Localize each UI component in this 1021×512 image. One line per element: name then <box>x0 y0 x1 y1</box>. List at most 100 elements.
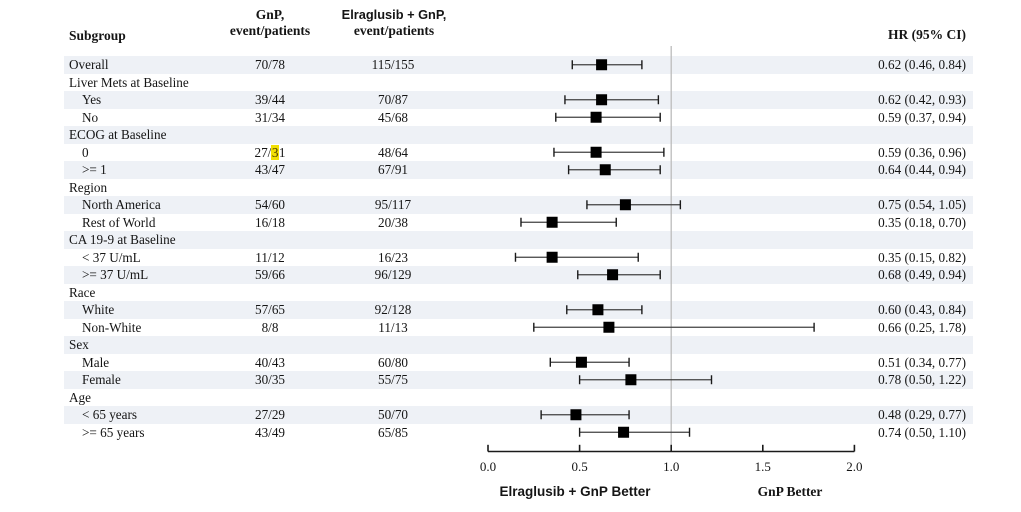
subgroup-label: < 65 years <box>82 407 138 422</box>
column-header-subgroup: Subgroup <box>69 28 126 43</box>
hr-ci-value: 0.62 (0.42, 0.93) <box>878 92 966 107</box>
x-axis-label-right-better: GnP Better <box>757 484 823 499</box>
gnp-event-patients-value: 43/49 <box>254 424 286 440</box>
subgroup-label: Yes <box>82 92 102 107</box>
subgroup-label: >= 65 years <box>82 424 145 440</box>
hr-ci-value: 0.59 (0.36, 0.96) <box>878 144 966 160</box>
gnp-event-patients-value: 59/66 <box>254 267 286 282</box>
table-row: Yes 39/44 70/87 0.62 (0.42, 0.93) <box>64 91 973 109</box>
subgroup-label: >= 37 U/mL <box>82 267 149 282</box>
elraglusib-gnp-event-patients-value: 55/75 <box>377 372 409 387</box>
hr-ci-value: 0.62 (0.46, 0.84) <box>878 57 966 72</box>
elraglusib-gnp-event-patients-value: 20/38 <box>377 214 409 230</box>
subgroup-label: Liver Mets at Baseline <box>69 74 189 90</box>
hr-ci-value: 0.51 (0.34, 0.77) <box>878 354 966 370</box>
gnp-event-patients-value: 54/60 <box>254 197 286 212</box>
subgroup-label: Age <box>69 389 91 405</box>
subgroup-label: Male <box>82 354 110 370</box>
hr-ci-value: 0.64 (0.44, 0.94) <box>878 162 966 177</box>
gnp-event-patients-value: 31/34 <box>254 109 286 125</box>
hr-ci-value: 0.35 (0.15, 0.82) <box>878 249 966 265</box>
table-row: Race <box>64 284 973 302</box>
elraglusib-gnp-event-patients-value: 70/87 <box>377 92 409 107</box>
subgroup-label: Rest of World <box>82 214 156 230</box>
elraglusib-gnp-event-patients-value: 67/91 <box>377 162 409 177</box>
gnp-event-patients-value: 11/12 <box>255 249 285 265</box>
hr-ci-value: 0.60 (0.43, 0.84) <box>878 302 966 317</box>
table-row: North America 54/60 95/117 0.75 (0.54, 1.05… <box>64 196 973 214</box>
table-row: Female 30/35 55/75 0.78 (0.50, 1.22) <box>64 371 973 389</box>
gnp-event-patients-value: 57/65 <box>254 302 286 317</box>
elraglusib-gnp-event-patients-value: 45/68 <box>377 109 409 125</box>
column-header-elraglusib-gnp-line1: Elraglusib + GnP, <box>341 7 447 22</box>
table-row: CA 19-9 at Baseline <box>64 231 973 249</box>
table-row: Sex <box>64 336 973 354</box>
elraglusib-gnp-event-patients-value: 95/117 <box>374 197 412 212</box>
subgroup-label: ECOG at Baseline <box>69 127 167 142</box>
subgroup-label: North America <box>82 197 161 212</box>
gnp-event-patients-value: 8/8 <box>261 319 279 335</box>
table-row: Male 40/43 60/80 0.51 (0.34, 0.77) <box>64 354 973 372</box>
table-row: < 37 U/mL 11/12 16/23 0.35 (0.15, 0.82) <box>64 249 973 267</box>
table-row: Liver Mets at Baseline <box>64 74 973 92</box>
x-axis-tick-label: 1.0 <box>663 459 680 474</box>
gnp-event-patients-value: 39/44 <box>254 92 286 107</box>
elraglusib-gnp-event-patients-value: 48/64 <box>377 144 409 160</box>
gnp-event-patients-value: 27/31 <box>254 144 286 160</box>
hr-ci-value: 0.48 (0.29, 0.77) <box>878 407 966 422</box>
hr-ci-value: 0.74 (0.50, 1.10) <box>878 424 966 440</box>
hr-ci-value: 0.59 (0.37, 0.94) <box>878 109 966 125</box>
elraglusib-gnp-event-patients-value: 50/70 <box>377 407 409 422</box>
table-row: Overall 70/78 115/155 0.62 (0.46, 0.84) <box>64 56 973 74</box>
table-row: Non-White 8/8 11/13 0.66 (0.25, 1.78) <box>64 319 973 337</box>
gnp-event-patients-value: 27/29 <box>254 407 286 422</box>
subgroup-label: No <box>82 109 99 125</box>
column-header-gnp: GnP, event/patients <box>200 7 340 39</box>
elraglusib-gnp-event-patients-value: 92/128 <box>374 302 412 317</box>
x-axis-label-left-better: Elraglusib + GnP Better <box>499 484 651 499</box>
x-axis-tick-label: 2.0 <box>846 459 863 474</box>
column-header-elraglusib-gnp-line2: event/patients <box>353 23 435 38</box>
elraglusib-gnp-event-patients-value: 16/23 <box>377 249 409 265</box>
subgroup-label: Race <box>69 284 96 300</box>
table-row: Region <box>64 179 973 197</box>
gnp-event-patients-value: 40/43 <box>254 354 286 370</box>
hr-ci-value: 0.66 (0.25, 1.78) <box>878 319 966 335</box>
gnp-event-patients-value: 16/18 <box>254 214 286 230</box>
table-row: No 31/34 45/68 0.59 (0.37, 0.94) <box>64 109 973 127</box>
hr-ci-value: 0.35 (0.18, 0.70) <box>878 214 966 230</box>
table-row: Rest of World 16/18 20/38 0.35 (0.18, 0.70) <box>64 214 973 232</box>
hr-ci-value: 0.78 (0.50, 1.22) <box>878 372 966 387</box>
hr-ci-value: 0.68 (0.49, 0.94) <box>878 267 966 282</box>
subgroup-label: Sex <box>69 337 89 352</box>
table-row: >= 65 years 43/49 65/85 0.74 (0.50, 1.10) <box>64 424 973 442</box>
elraglusib-gnp-event-patients-value: 115/155 <box>371 57 415 72</box>
subgroup-label: Non-White <box>82 319 142 335</box>
column-header-elraglusib-gnp: Elraglusib + GnP, event/patients <box>318 7 470 39</box>
elraglusib-gnp-event-patients-value: 96/129 <box>374 267 412 282</box>
elraglusib-gnp-event-patients-value: 11/13 <box>378 319 408 335</box>
subgroup-label: Female <box>82 372 121 387</box>
table-row: < 65 years 27/29 50/70 0.48 (0.29, 0.77) <box>64 406 973 424</box>
column-header-hr-ci: HR (95% CI) <box>888 27 966 42</box>
gnp-event-patients-value: 70/78 <box>254 57 286 72</box>
x-axis-tick-label: 0.0 <box>479 459 497 474</box>
hr-ci-value: 0.75 (0.54, 1.05) <box>878 197 966 212</box>
gnp-event-patients-value: 30/35 <box>254 372 286 387</box>
table-row: Age <box>64 389 973 407</box>
table-row: White 57/65 92/128 0.60 (0.43, 0.84) <box>64 301 973 319</box>
elraglusib-gnp-event-patients-value: 60/80 <box>377 354 409 370</box>
highlighted-digit: 3 <box>271 144 279 160</box>
subgroup-label: < 37 U/mL <box>82 249 141 265</box>
subgroup-label: Overall <box>69 57 109 72</box>
elraglusib-gnp-event-patients-value: 65/85 <box>377 424 409 440</box>
table-row: >= 37 U/mL 59/66 96/129 0.68 (0.49, 0.94) <box>64 266 973 284</box>
subgroup-label: White <box>82 302 115 317</box>
subgroup-label: CA 19-9 at Baseline <box>69 232 176 247</box>
subgroup-label: 0 <box>82 144 89 160</box>
subgroup-label: Region <box>69 179 108 195</box>
x-axis-tick-label: 0.5 <box>571 459 588 474</box>
table-row: ECOG at Baseline <box>64 126 973 144</box>
column-header-gnp-line2: event/patients <box>229 23 311 38</box>
